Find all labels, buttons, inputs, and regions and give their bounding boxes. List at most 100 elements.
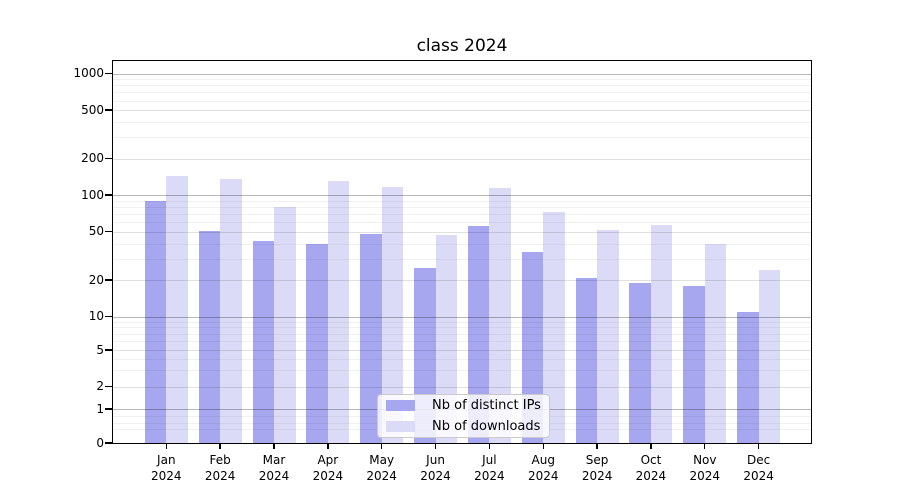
y-tick-label: 2 [96,379,104,394]
x-tick-year: 2024 [527,469,559,483]
x-tick-year: 2024 [151,469,182,483]
legend-label: Nb of downloads [432,419,541,434]
x-tick-month: Apr [317,453,339,467]
x-tick-month: Oct [640,453,662,467]
x-tick-label: Apr 2024 [300,452,356,484]
gridline [113,327,811,329]
x-tick-year: 2024 [420,469,451,483]
y-tick [105,157,112,160]
bar-distinct-ips [360,233,382,443]
bar-downloads [758,270,781,443]
x-tick [219,444,221,449]
y-tick [105,194,112,196]
bar-distinct-ips [467,225,490,443]
gridline [113,92,811,94]
x-tick-month: Feb [209,453,231,467]
gridline [113,206,811,208]
bar-downloads [327,181,350,443]
x-tick [596,444,598,449]
legend: Nb of distinct IPs Nb of downloads [377,394,550,438]
gridline [113,243,811,245]
y-tick-label: 500 [81,102,104,117]
x-tick-label: Jan 2024 [138,452,194,484]
y-tick [105,349,112,351]
bar-downloads [274,206,296,443]
x-tick-month: Dec [747,453,771,467]
gridline [113,213,811,215]
bar-distinct-ips [198,230,221,443]
y-tick-label: 10 [88,309,104,324]
y-tick [105,109,112,111]
x-tick [434,444,437,449]
bar-distinct-ips [144,200,167,443]
x-tick-label: Jul 2024 [461,452,517,484]
bar-distinct-ips [737,311,759,443]
x-tick-year: 2024 [204,469,236,483]
x-tick-year: 2024 [312,469,344,483]
x-tick-label: Oct 2024 [623,452,679,484]
gridline [113,85,811,87]
x-tick-year: 2024 [581,469,613,483]
gridline [113,200,811,202]
x-tick [273,444,275,449]
x-tick-year: 2024 [743,469,774,483]
x-tick-year: 2024 [366,469,397,483]
x-tick-month: Nov [693,453,717,467]
x-tick-year: 2024 [689,469,721,483]
bar-distinct-ips [252,240,274,443]
bar-downloads [650,224,673,443]
x-tick-month: Jul [482,453,497,467]
x-tick [327,444,329,449]
bar-downloads [489,188,511,443]
x-tick-month: May [369,453,395,467]
legend-row: Nb of downloads [386,418,541,435]
gridline [113,195,811,197]
gridline [113,73,811,75]
legend-label: Nb of distinct IPs [432,398,541,413]
bar-downloads [704,243,727,443]
x-tick-year: 2024 [474,469,505,483]
x-tick-label: Jun 2024 [408,452,464,484]
x-tick [757,444,760,449]
bar-distinct-ips [629,282,651,443]
y-tick [105,408,112,410]
y-tick-label: 20 [88,272,104,287]
y-tick-label: 0 [96,435,104,450]
legend-row: Nb of distinct IPs [386,397,541,414]
y-tick [105,316,112,318]
x-tick [165,444,167,449]
x-tick-label: Nov 2024 [677,452,733,484]
gridline [113,121,811,123]
gridline [113,137,811,139]
gridline [113,258,811,260]
x-tick-label: Aug 2024 [515,452,571,484]
x-tick-year: 2024 [635,469,667,483]
gridline [113,158,811,160]
legend-swatch-downloads [386,421,415,432]
x-tick-label: Sep 2024 [569,452,625,484]
gridline [113,350,811,351]
legend-swatch-distinct-ips [386,400,415,411]
chart-title: class 2024 [416,36,508,56]
gridline [113,321,811,323]
x-tick [704,444,706,449]
y-tick [105,72,112,75]
bar-distinct-ips [683,285,705,443]
bar-distinct-ips [575,277,598,443]
gridline [113,79,811,81]
y-tick-label: 5 [96,342,104,357]
gridline [113,386,811,388]
plot-area [113,61,811,443]
bar-distinct-ips [306,243,328,443]
gridline [113,370,811,372]
x-tick-label: May 2024 [354,452,410,484]
bar-downloads [543,211,565,443]
gridline [113,231,811,233]
bar-downloads [166,175,188,443]
gridline [113,280,811,282]
x-tick-month: Sep [585,453,609,467]
y-tick-label: 1 [96,401,104,416]
gridline [113,341,811,343]
gridline [113,333,811,335]
